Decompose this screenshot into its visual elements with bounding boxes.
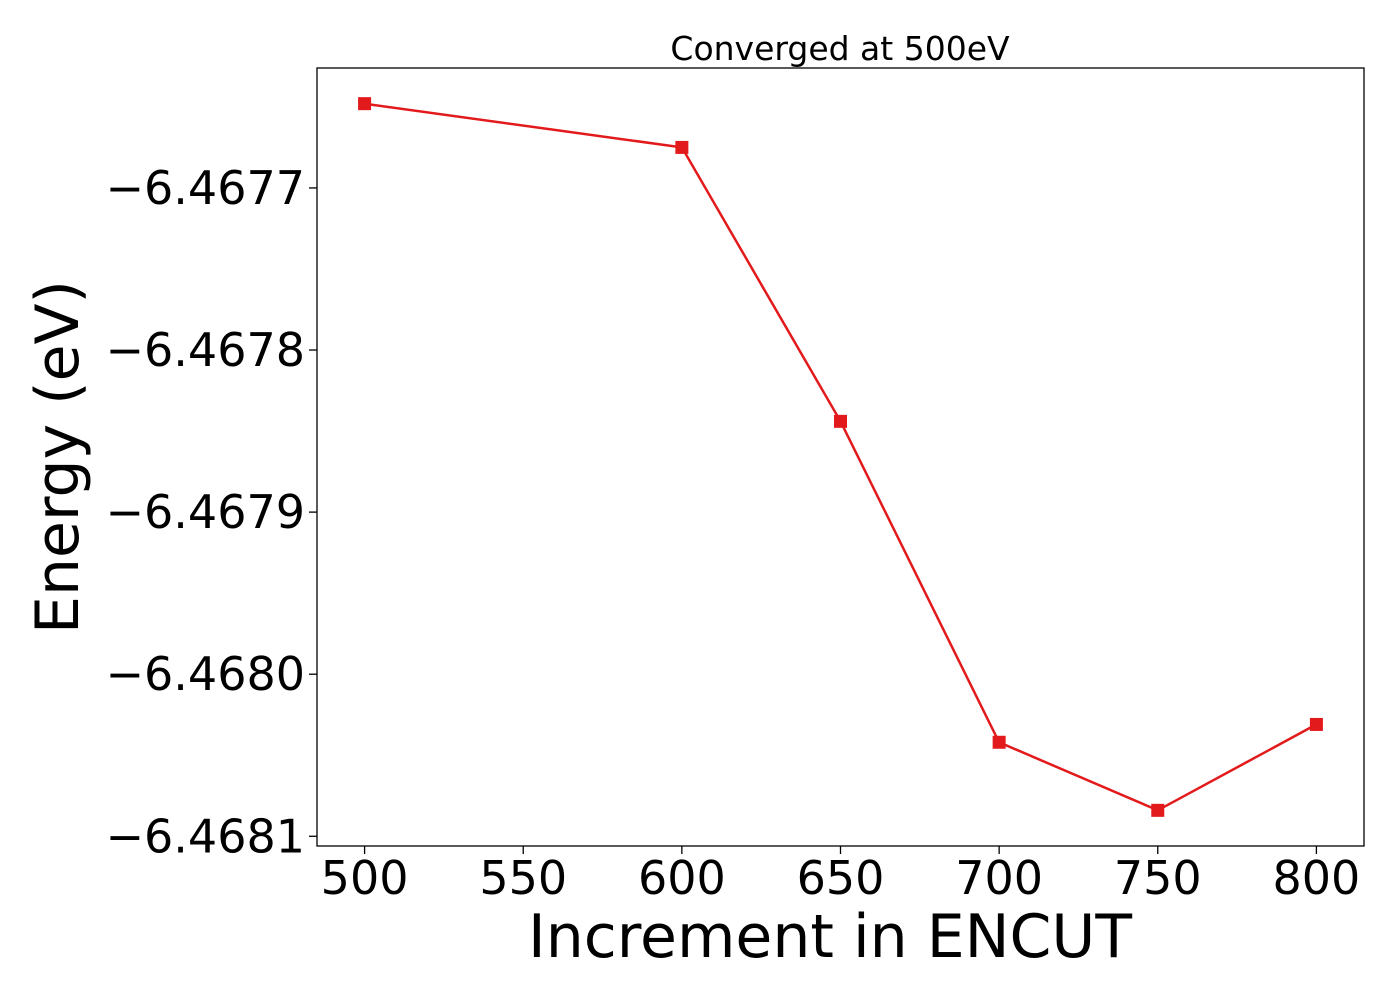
y-tick-label: −6.4681 [106,809,306,863]
y-tick-label: −6.4679 [106,485,306,539]
plot-area [358,97,1323,817]
x-tick-label: 650 [797,851,885,905]
x-tick-label: 750 [1114,851,1202,905]
data-point-marker [1151,803,1165,817]
data-point-marker [992,735,1006,749]
x-tick-label: 500 [321,851,409,905]
y-axis-label: Energy (eV) [23,280,93,634]
y-tick-label: −6.4678 [106,323,306,377]
x-tick-label: 700 [955,851,1043,905]
y-tick-label: −6.4677 [106,161,306,215]
series-line [364,102,1317,812]
data-point-marker [358,97,372,111]
data-point-marker [1309,717,1323,731]
x-tick-label: 800 [1273,851,1361,905]
x-tick-label: 600 [638,851,726,905]
x-tick-label: 550 [479,851,567,905]
y-tick-label: −6.4680 [106,647,306,701]
y-axis: −6.4677 −6.4678 −6.4679 −6.4680 −6.4681 [106,161,317,863]
x-axis: 500 550 600 650 700 750 800 [321,846,1361,905]
x-axis-label: Increment in ENCUT [528,902,1132,972]
plot-frame [316,67,1365,847]
chart-title: Converged at 500eV [670,29,1010,68]
data-point-marker [834,414,847,428]
data-point-marker [675,140,689,154]
